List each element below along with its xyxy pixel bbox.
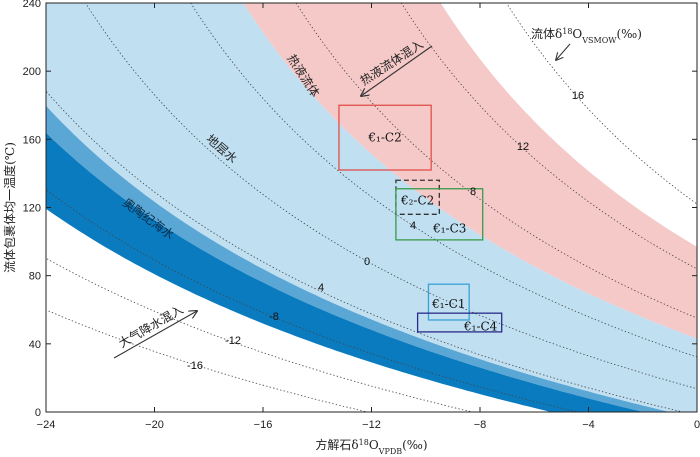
- svg-text:-16: -16: [187, 360, 203, 372]
- svg-text:0: 0: [364, 256, 370, 268]
- y-tick-label-0: 0: [35, 407, 41, 419]
- sample-box-4: [416, 312, 503, 333]
- isoline-3: [46, 90, 685, 412]
- isoline-label-3: 4: [410, 220, 416, 232]
- isoline-label-1: -12: [225, 335, 241, 347]
- sample-box-label-2: €₁-C3: [432, 222, 466, 236]
- isoline-1: [46, 257, 475, 412]
- isoline-legend-title: 流体δ18OVSMOW(‰): [531, 27, 642, 45]
- isoline-label-2: -8: [269, 311, 279, 323]
- sample-box-2: [395, 188, 484, 241]
- zone-band-0: [243, 3, 697, 339]
- y-tick-label-6: 240: [23, 0, 41, 10]
- isoline-label-4: 0: [364, 256, 370, 268]
- svg-text:-8: -8: [269, 311, 279, 323]
- x-tick-label-1: −20: [145, 419, 164, 431]
- isoline-label-5: 4: [318, 282, 324, 294]
- svg-text:12: 12: [517, 141, 529, 153]
- svg-text:8: 8: [470, 186, 476, 198]
- svg-text:4: 4: [410, 220, 416, 232]
- meteoric-mixing-label: 大气降水混入: [116, 302, 186, 351]
- x-tick-label-5: −4: [582, 419, 595, 431]
- meteoric-mixing-arrow: [113, 311, 197, 359]
- y-tick-label-5: 200: [23, 66, 41, 78]
- zone-band-3: [46, 132, 644, 412]
- isoline-label-6: 8: [470, 186, 476, 198]
- legend-pointer-arrow: [556, 43, 571, 60]
- isoline-label-7: 12: [517, 141, 529, 153]
- x-tick-label-6: 0: [694, 419, 700, 431]
- x-tick-label-2: −16: [254, 419, 273, 431]
- zone-band-1: [46, 3, 697, 412]
- x-tick-label-3: −12: [362, 419, 381, 431]
- hydrothermal-mixing-arrow: [361, 45, 433, 96]
- y-tick-label-3: 120: [23, 203, 41, 215]
- x-tick-label-0: −24: [37, 419, 56, 431]
- y-tick-label-1: 40: [29, 339, 41, 351]
- sample-box-label-3: €₁-C1: [431, 297, 465, 311]
- sample-box-0: [338, 104, 432, 171]
- sample-box-3: [427, 283, 470, 321]
- isoline-label-0: -16: [187, 360, 203, 372]
- isoline-label-8: 16: [572, 90, 584, 102]
- svg-text:16: 16: [572, 90, 584, 102]
- sample-box-label-0: €₁-C2: [367, 131, 401, 145]
- sample-box-label-4: €₁-C4: [463, 319, 498, 333]
- isoline-5: [190, 3, 697, 358]
- svg-text:-12: -12: [225, 335, 241, 347]
- sample-box-label-1: €₂-C2: [400, 194, 434, 208]
- y-tick-label-2: 80: [29, 271, 41, 283]
- x-tick-label-4: −8: [474, 419, 487, 431]
- svg-text:4: 4: [318, 282, 324, 294]
- x-axis-title: 方解石δ18OVPDB(‰): [315, 437, 427, 456]
- y-tick-label-4: 160: [23, 134, 41, 146]
- y-axis-title: 流体包裹体均一温度(℃): [2, 142, 17, 273]
